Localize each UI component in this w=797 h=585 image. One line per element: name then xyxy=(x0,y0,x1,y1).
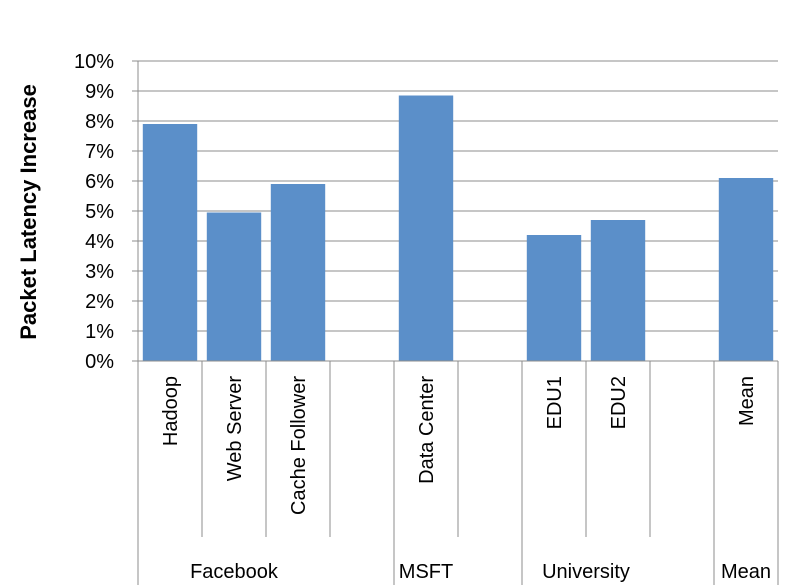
y-tick-label: 0% xyxy=(85,351,114,373)
y-tick-label: 10% xyxy=(74,51,114,73)
y-tick-label: 1% xyxy=(85,321,114,343)
x-group-label: MSFT xyxy=(399,561,453,583)
bar xyxy=(398,95,454,361)
y-tick-label: 4% xyxy=(85,231,114,253)
x-group-label: Facebook xyxy=(190,561,279,583)
bar xyxy=(270,184,326,361)
x-category-labels: Hadoop Web Server Cache Follower Data Cente… xyxy=(160,376,758,515)
x-category-label: Cache Follower xyxy=(288,376,310,515)
x-category-label: EDU1 xyxy=(544,376,566,429)
y-tick-label: 3% xyxy=(85,261,114,283)
x-category-label: EDU2 xyxy=(608,376,630,429)
x-category-label: Web Server xyxy=(224,376,246,482)
y-tick-label: 7% xyxy=(85,141,114,163)
y-tick-label: 2% xyxy=(85,291,114,313)
x-category-label: Mean xyxy=(736,376,758,426)
x-category-label: Hadoop xyxy=(160,376,182,446)
y-tick-label: 5% xyxy=(85,201,114,223)
x-group-label: University xyxy=(542,561,630,583)
bar xyxy=(142,124,198,361)
x-group-label: Mean xyxy=(721,561,771,583)
bar xyxy=(206,212,262,361)
axes xyxy=(132,60,779,585)
y-tick-label: 8% xyxy=(85,111,114,133)
bar xyxy=(590,220,646,361)
y-axis-label: Packet Latency Increase xyxy=(16,84,41,340)
x-category-label: Data Center xyxy=(416,376,438,484)
y-tick-label: 6% xyxy=(85,171,114,193)
bars xyxy=(142,95,774,361)
x-group-labels: Facebook MSFT University Mean xyxy=(190,561,771,583)
y-tick-label: 9% xyxy=(85,81,114,103)
y-tick-labels: 0% 1% 2% 3% 4% 5% 6% 7% 8% 9% 10% xyxy=(74,51,114,373)
bar xyxy=(526,235,582,361)
bar xyxy=(718,178,774,361)
